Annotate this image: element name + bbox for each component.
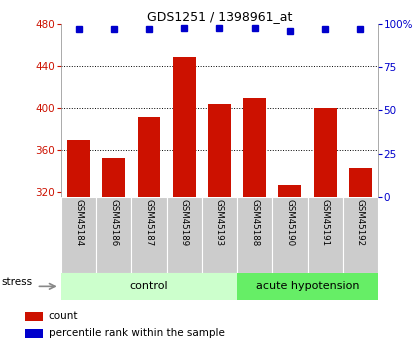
Bar	[173, 57, 196, 197]
Bar	[314, 108, 336, 197]
Text: acute hypotension: acute hypotension	[256, 282, 359, 291]
Bar	[67, 140, 90, 197]
Text: count: count	[49, 311, 78, 321]
Text: GSM45192: GSM45192	[356, 199, 365, 246]
Text: stress: stress	[1, 277, 32, 287]
Bar	[208, 104, 231, 197]
Text: GSM45184: GSM45184	[74, 199, 83, 246]
Bar	[102, 158, 125, 197]
Bar	[61, 197, 96, 273]
Title: GDS1251 / 1398961_at: GDS1251 / 1398961_at	[147, 10, 292, 23]
Bar	[349, 168, 372, 197]
Bar	[243, 98, 266, 197]
Bar	[131, 197, 167, 273]
Text: GSM45193: GSM45193	[215, 199, 224, 246]
Text: GSM45187: GSM45187	[144, 199, 153, 246]
Text: GSM45186: GSM45186	[109, 199, 118, 246]
Bar	[167, 197, 202, 273]
Text: control: control	[130, 282, 168, 291]
Text: GSM45190: GSM45190	[286, 199, 294, 246]
Bar	[137, 117, 160, 197]
Bar	[24, 312, 43, 321]
Bar	[96, 197, 131, 273]
Text: percentile rank within the sample: percentile rank within the sample	[49, 328, 225, 338]
Bar	[237, 197, 272, 273]
Bar	[24, 329, 43, 338]
Bar	[343, 197, 378, 273]
Bar	[307, 197, 343, 273]
Text: GSM45191: GSM45191	[320, 199, 330, 246]
Bar	[278, 185, 302, 197]
Bar	[61, 273, 237, 300]
Text: GSM45188: GSM45188	[250, 199, 259, 246]
Bar	[202, 197, 237, 273]
Bar	[237, 273, 378, 300]
Text: GSM45189: GSM45189	[180, 199, 189, 246]
Bar	[272, 197, 307, 273]
